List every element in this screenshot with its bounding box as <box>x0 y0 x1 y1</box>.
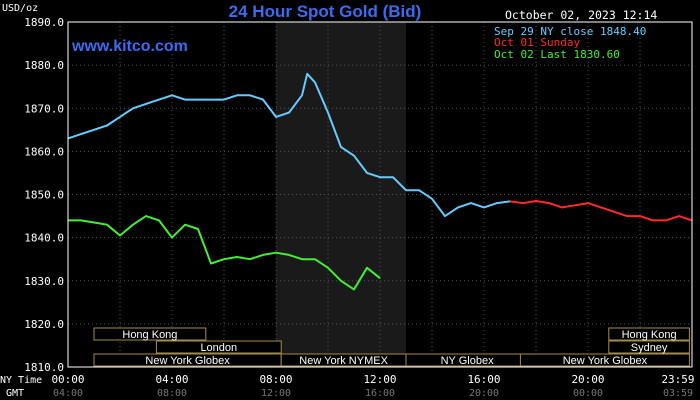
x-tick-label-gmt: 12:00 <box>261 388 291 399</box>
y-tick-label: 1870.0 <box>24 102 64 115</box>
y-tick-label: 1890.0 <box>24 16 64 29</box>
legend-entry-oct01: Oct 01 Sunday <box>494 36 580 49</box>
session-box <box>608 340 690 354</box>
x-tick-label-ny: 23:59 <box>661 373 694 386</box>
series-line-sep29 <box>67 72 511 218</box>
y-tick-label: 1830.0 <box>24 275 64 288</box>
y-axis-unit: USD/oz <box>2 3 38 14</box>
y-tick-label: 1810.0 <box>24 361 64 374</box>
x-axis-gmt-label: GMT <box>6 388 24 399</box>
x-axis-ny-label: NY Time <box>0 375 42 386</box>
session-box <box>155 340 282 354</box>
session-label: Sydney <box>631 342 668 354</box>
y-tick-label: 1840.0 <box>24 232 64 245</box>
watermark: www.kitco.com <box>71 38 188 55</box>
y-tick-label: 1820.0 <box>24 318 64 331</box>
session-box <box>519 353 690 367</box>
legend: Sep 29 NY close 1848.40 Oct 01 Sunday Oc… <box>494 25 646 61</box>
legend-entry-sep29: Sep 29 NY close 1848.40 <box>494 25 646 38</box>
session-label: London <box>200 342 237 354</box>
x-tick-label-gmt: 03:59 <box>663 388 693 399</box>
x-tick-label-gmt: 20:00 <box>469 388 499 399</box>
session-label: Hong Kong <box>122 329 177 341</box>
legend-entry-oct02: Oct 02 Last 1830.60 <box>494 48 620 61</box>
session-label: New York Globex <box>145 355 230 367</box>
plot-frame <box>67 21 693 368</box>
session-label: New York Globex <box>563 355 648 367</box>
session-box <box>608 327 690 341</box>
x-tick-label-gmt: 04:00 <box>53 388 83 399</box>
x-tick-label-ny: 08:00 <box>259 373 292 386</box>
x-tick-label-gmt: 08:00 <box>157 388 187 399</box>
session-label: NY Globex <box>441 355 494 367</box>
x-tick-label-ny: 16:00 <box>467 373 500 386</box>
x-tick-label-gmt: 00:00 <box>573 388 603 399</box>
session-label: Hong Kong <box>622 329 677 341</box>
y-tick-label: 1880.0 <box>24 59 64 72</box>
x-tick-label-ny: 00:00 <box>51 373 84 386</box>
series-line-oct01 <box>509 200 693 222</box>
x-tick-label-ny: 12:00 <box>363 373 396 386</box>
timestamp: October 02, 2023 12:14 <box>505 8 657 22</box>
series-line-oct02 <box>68 215 381 291</box>
session-box <box>93 327 207 341</box>
chart-title: 24 Hour Spot Gold (Bid) <box>229 2 422 21</box>
x-tick-label-ny: 04:00 <box>155 373 188 386</box>
session-label: New York NYMEX <box>299 355 388 367</box>
y-tick-label: 1850.0 <box>24 189 64 202</box>
x-tick-label-gmt: 16:00 <box>365 388 395 399</box>
x-tick-label-ny: 20:00 <box>571 373 604 386</box>
y-tick-label: 1860.0 <box>24 145 64 158</box>
